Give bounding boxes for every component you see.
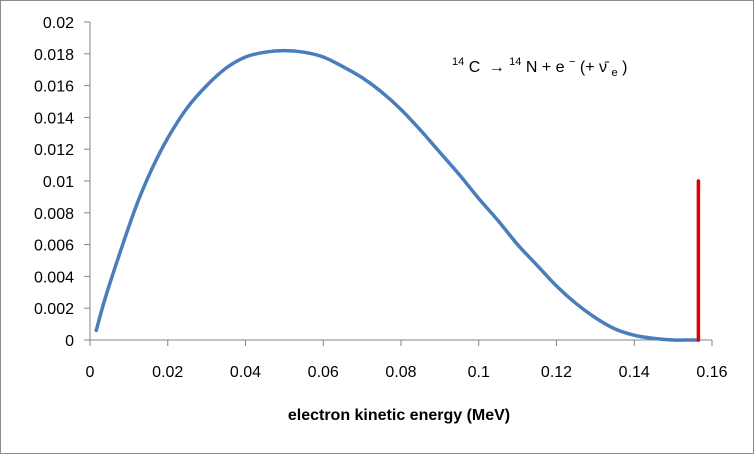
y-tick-label: 0.012 xyxy=(34,142,74,159)
y-tick-label: 0.008 xyxy=(34,206,74,223)
y-tick-label: 0.006 xyxy=(34,238,74,255)
x-axis-title: electron kinetic energy (MeV) xyxy=(288,407,510,424)
y-tick-label: 0.018 xyxy=(34,47,74,64)
x-ticks: 0 0.02 0.04 0.06 0.08 0.1 0.12 0.14 0.16 xyxy=(86,340,728,381)
antineutrino-term: (+ ν̄ xyxy=(580,59,610,76)
decay-equation-annotation: 14 C → 14 N + e − (+ ν̄ e ) xyxy=(452,52,627,80)
x-tick-label: 0.02 xyxy=(152,364,183,381)
nitrogen-mass-number: 14 xyxy=(509,56,521,68)
x-tick-label: 0.16 xyxy=(696,364,727,381)
x-tick-label: 0.12 xyxy=(541,364,572,381)
y-ticks: 0 0.002 0.004 0.006 0.008 0.01 0.012 0.014 0.016… xyxy=(34,15,90,350)
electron-charge: − xyxy=(569,56,575,68)
carbon-mass-number: 14 xyxy=(452,56,464,68)
x-tick-label: 0.04 xyxy=(230,364,261,381)
y-tick-label: 0.016 xyxy=(34,79,74,96)
y-tick-label: 0.004 xyxy=(34,269,74,286)
y-tick-label: 0.002 xyxy=(34,301,74,318)
x-tick-label: 0 xyxy=(86,364,95,381)
antineutrino-subscript: e xyxy=(612,67,618,79)
decay-arrow: → xyxy=(489,59,505,76)
y-tick-label: 0.01 xyxy=(43,174,74,191)
electron-term: + e xyxy=(542,59,565,76)
y-tick-label: 0.02 xyxy=(43,15,74,32)
x-tick-label: 0.06 xyxy=(308,364,339,381)
x-tick-label: 0.1 xyxy=(468,364,490,381)
carbon-symbol: C xyxy=(469,59,481,76)
x-tick-label: 0.14 xyxy=(619,364,650,381)
closing-paren: ) xyxy=(622,59,627,76)
electron-spectrum-line xyxy=(94,48,701,342)
nitrogen-symbol: N xyxy=(526,59,538,76)
series-layer xyxy=(94,48,701,342)
y-tick-label: 0.014 xyxy=(34,110,74,127)
x-tick-label: 0.08 xyxy=(385,364,416,381)
y-tick-label: 0 xyxy=(65,333,74,350)
